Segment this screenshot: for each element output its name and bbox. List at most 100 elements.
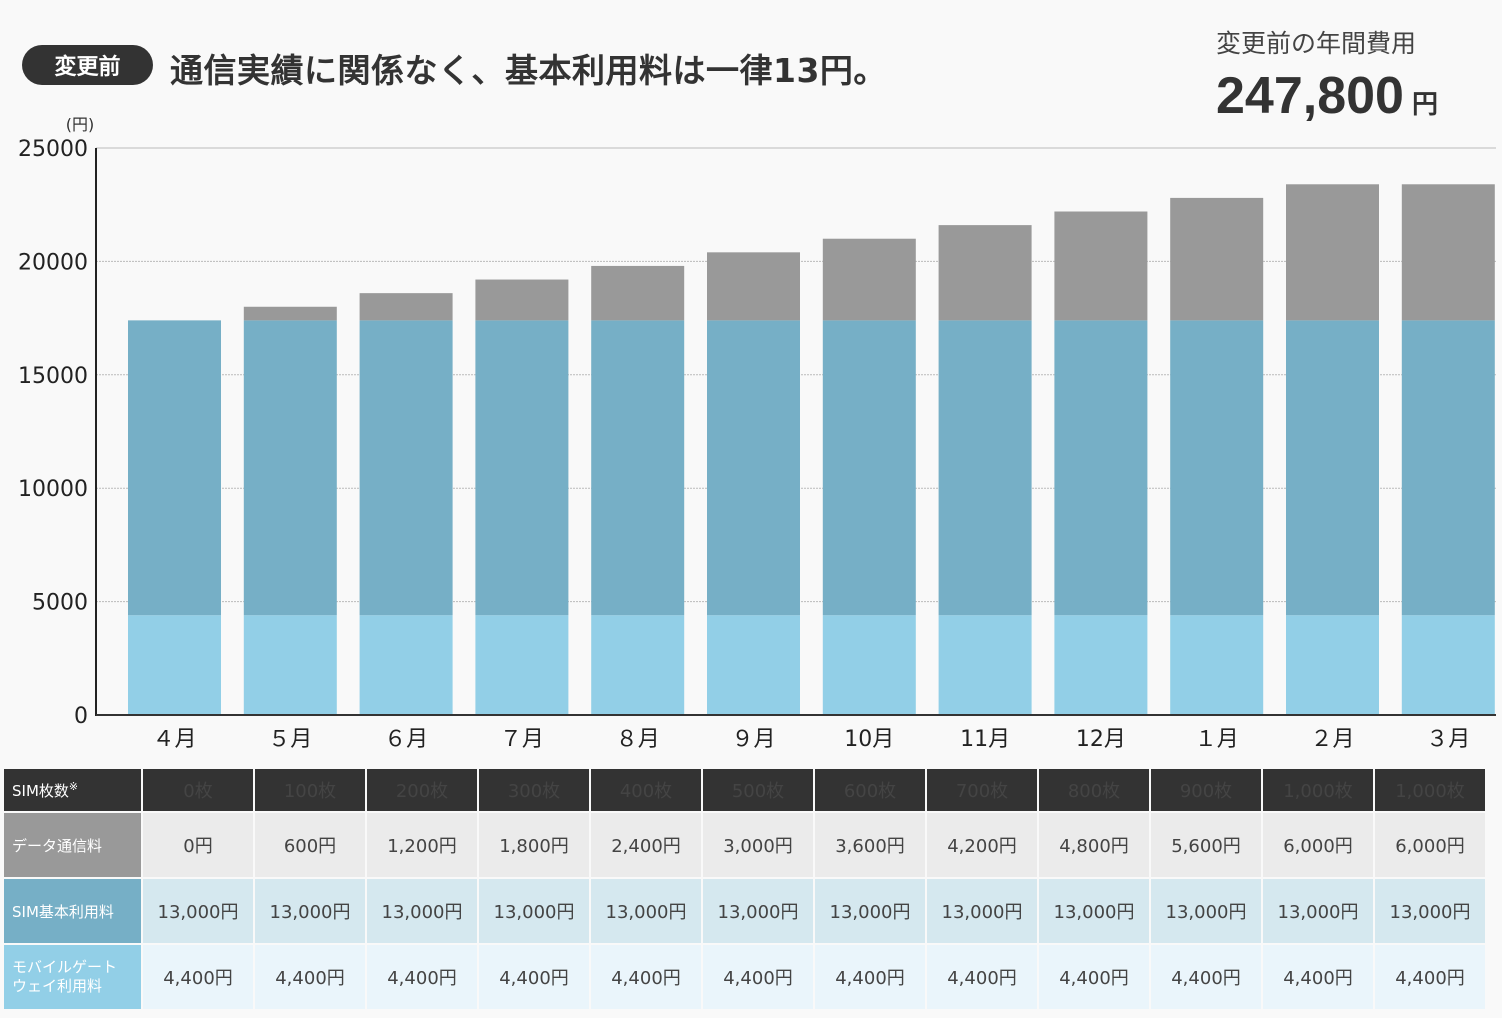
table-cell-data-fee: 5,600円 xyxy=(1151,813,1261,877)
table-cell-gateway-fee: 4,400円 xyxy=(255,945,365,1009)
bar-segment-gateway-fee xyxy=(591,615,685,715)
annual-cost-value: 247,800 xyxy=(1216,67,1404,125)
table-cell-gateway-fee: 4,400円 xyxy=(591,945,701,1009)
note-mark: ※ xyxy=(68,779,79,793)
bar-segment-data-fee xyxy=(243,306,337,321)
table-cell-sim-basic-fee: 13,000円 xyxy=(703,879,813,943)
table-cell-data-fee: 6,000円 xyxy=(1263,813,1373,877)
bar-segment-sim-basic-fee xyxy=(1054,320,1148,616)
table-cell-sim-count: 900枚 xyxy=(1151,769,1261,811)
bar-segment-data-fee xyxy=(1286,184,1379,321)
table-cell-sim-count: 100枚 xyxy=(255,769,365,811)
table-cell-gateway-fee: 4,400円 xyxy=(479,945,589,1009)
y-tick-label: 25000 xyxy=(18,137,88,162)
row-header-data-fee: データ通信料 xyxy=(4,813,141,877)
table-cell-sim-basic-fee: 13,000円 xyxy=(255,879,365,943)
bar-segment-sim-basic-fee xyxy=(1170,320,1264,616)
y-tick-label: 5000 xyxy=(32,591,88,616)
bar-segment-data-fee xyxy=(938,225,1032,321)
table-cell-gateway-fee: 4,400円 xyxy=(703,945,813,1009)
table-cell-data-fee: 3,600円 xyxy=(815,813,925,877)
table-cell-data-fee: 0円 xyxy=(143,813,253,877)
annual-cost-unit: 円 xyxy=(1411,89,1438,119)
table-cell-sim-count: 500枚 xyxy=(703,769,813,811)
y-tick-label: 10000 xyxy=(18,477,88,502)
table-cell-gateway-fee: 4,400円 xyxy=(1151,945,1261,1009)
x-tick-label: １月 xyxy=(1195,727,1239,752)
x-tick-label: 10月 xyxy=(844,727,894,752)
table-cell-gateway-fee: 4,400円 xyxy=(1375,945,1485,1009)
table-cell-gateway-fee: 4,400円 xyxy=(367,945,477,1009)
bar-segment-data-fee xyxy=(359,293,453,321)
bar-segment-sim-basic-fee xyxy=(128,320,221,616)
x-tick-label: ７月 xyxy=(500,727,544,752)
table-cell-gateway-fee: 4,400円 xyxy=(143,945,253,1009)
bar-segment-gateway-fee xyxy=(1286,615,1379,715)
y-tick-label: 0 xyxy=(74,704,88,729)
bar-segment-data-fee xyxy=(1054,211,1148,321)
x-tick-label: ９月 xyxy=(731,727,775,752)
table-cell-sim-basic-fee: 13,000円 xyxy=(815,879,925,943)
table-cell-gateway-fee: 4,400円 xyxy=(927,945,1037,1009)
x-tick-label: ８月 xyxy=(616,727,660,752)
table-cell-data-fee: 6,000円 xyxy=(1375,813,1485,877)
bar-segment-gateway-fee xyxy=(128,615,221,715)
table-cell-data-fee: 600円 xyxy=(255,813,365,877)
table-cell-sim-count: 600枚 xyxy=(815,769,925,811)
bar-segment-data-fee xyxy=(591,265,685,321)
table-cell-data-fee: 3,000円 xyxy=(703,813,813,877)
table-cell-gateway-fee: 4,400円 xyxy=(815,945,925,1009)
table-cell-sim-basic-fee: 13,000円 xyxy=(1039,879,1149,943)
table-cell-sim-count: 1,000枚 xyxy=(1263,769,1373,811)
table-cell-sim-count: 700枚 xyxy=(927,769,1037,811)
bar-segment-sim-basic-fee xyxy=(822,320,916,616)
stacked-bar-chart: 0 5000 10000 15000 20000 25000 ４月 ５月 ６月 ７月 ８月 ９月 10… xyxy=(18,115,1496,752)
row-header-gateway-fee: モバイルゲート ウェイ利用料 xyxy=(4,945,141,1009)
bar-segment-data-fee xyxy=(822,238,916,321)
bar-segment-data-fee xyxy=(1401,184,1495,321)
bar-segment-data-fee xyxy=(475,279,569,321)
bar-segment-sim-basic-fee xyxy=(475,320,569,616)
bar-segment-gateway-fee xyxy=(938,615,1032,715)
annual-cost-label: 変更前の年間費用 xyxy=(1216,29,1417,58)
table-cell-sim-count: 400枚 xyxy=(591,769,701,811)
bar-segment-gateway-fee xyxy=(359,615,453,715)
bar-segment-sim-basic-fee xyxy=(1286,320,1379,616)
table-cell-data-fee: 1,800円 xyxy=(479,813,589,877)
axes xyxy=(95,148,1496,716)
x-tick-labels: ４月 ５月 ６月 ７月 ８月 ９月 10月 11月 12月 １月 ２月 ３月 xyxy=(152,727,1470,752)
x-tick-label: 12月 xyxy=(1076,727,1126,752)
bar-segment-gateway-fee xyxy=(1401,615,1495,715)
table-row-gateway-fee: モバイルゲート ウェイ利用料 4,400円 4,400円 4,400円 4,400円 4,… xyxy=(4,945,1485,1009)
row-header-sim-count: SIM枚数※ xyxy=(4,769,141,811)
table-cell-sim-basic-fee: 13,000円 xyxy=(143,879,253,943)
cost-table: SIM枚数※ 0枚 100枚 200枚 300枚 400枚 500枚 600枚 700枚 800… xyxy=(2,767,1487,1011)
table-cell-sim-count: 0枚 xyxy=(143,769,253,811)
table-cell-sim-count: 1,000枚 xyxy=(1375,769,1485,811)
table-cell-sim-basic-fee: 13,000円 xyxy=(1263,879,1373,943)
table-cell-data-fee: 2,400円 xyxy=(591,813,701,877)
table-row-sim-basic-fee: SIM基本利用料 13,000円 13,000円 13,000円 13,000円 13,… xyxy=(4,879,1485,943)
table-cell-sim-basic-fee: 13,000円 xyxy=(927,879,1037,943)
table-row-data-fee: データ通信料 0円 600円 1,200円 1,800円 2,400円 3,000円 3,6… xyxy=(4,813,1485,877)
y-tick-labels: 0 5000 10000 15000 20000 25000 xyxy=(18,137,88,729)
table-cell-sim-count: 300枚 xyxy=(479,769,589,811)
bars xyxy=(128,184,1495,715)
x-tick-label: ３月 xyxy=(1426,727,1470,752)
table-row-sim-count: SIM枚数※ 0枚 100枚 200枚 300枚 400枚 500枚 600枚 700枚 800… xyxy=(4,769,1485,811)
x-tick-label: ６月 xyxy=(384,727,428,752)
table-cell-sim-count: 200枚 xyxy=(367,769,477,811)
bar-segment-gateway-fee xyxy=(243,615,337,715)
table-cell-sim-basic-fee: 13,000円 xyxy=(591,879,701,943)
bar-segment-sim-basic-fee xyxy=(938,320,1032,616)
bar-segment-sim-basic-fee xyxy=(591,320,685,616)
bar-segment-gateway-fee xyxy=(1054,615,1148,715)
table-cell-sim-basic-fee: 13,000円 xyxy=(1151,879,1261,943)
table-cell-sim-basic-fee: 13,000円 xyxy=(367,879,477,943)
y-tick-label: 15000 xyxy=(18,364,88,389)
bar-segment-gateway-fee xyxy=(475,615,569,715)
bar-segment-sim-basic-fee xyxy=(243,320,337,616)
before-change-badge: 変更前 xyxy=(22,45,153,85)
table-cell-sim-basic-fee: 13,000円 xyxy=(1375,879,1485,943)
y-tick-label: 20000 xyxy=(18,250,88,275)
